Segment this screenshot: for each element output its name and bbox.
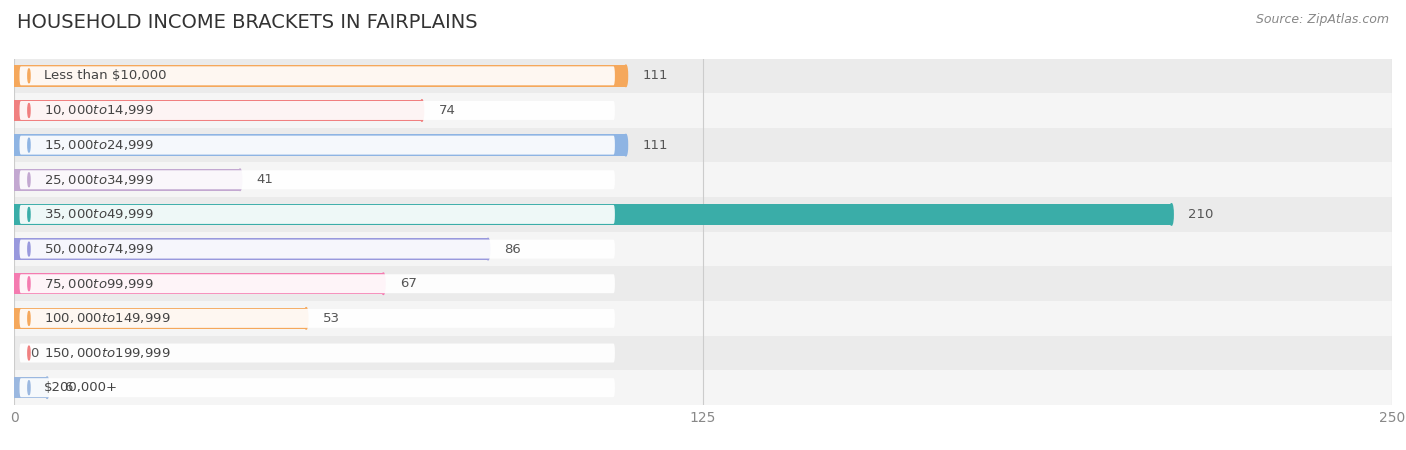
Text: $15,000 to $24,999: $15,000 to $24,999 xyxy=(44,138,153,152)
Text: $150,000 to $199,999: $150,000 to $199,999 xyxy=(44,346,170,360)
Circle shape xyxy=(28,346,30,360)
Text: 86: 86 xyxy=(505,243,522,256)
Bar xyxy=(14,135,626,156)
Text: $200,000+: $200,000+ xyxy=(44,381,118,394)
Bar xyxy=(14,162,1392,197)
Bar xyxy=(14,204,1171,225)
Circle shape xyxy=(28,381,30,395)
Circle shape xyxy=(381,273,385,294)
FancyBboxPatch shape xyxy=(20,239,614,259)
Bar xyxy=(14,58,1392,93)
FancyBboxPatch shape xyxy=(20,309,614,328)
Bar xyxy=(14,370,1392,405)
Text: 6: 6 xyxy=(63,381,72,394)
Bar xyxy=(14,273,384,294)
Circle shape xyxy=(45,377,49,398)
Bar xyxy=(14,197,1392,232)
Text: 53: 53 xyxy=(323,312,340,325)
Text: $75,000 to $99,999: $75,000 to $99,999 xyxy=(44,277,153,291)
FancyBboxPatch shape xyxy=(20,170,614,189)
Text: $50,000 to $74,999: $50,000 to $74,999 xyxy=(44,242,153,256)
Bar xyxy=(14,377,48,398)
Text: 41: 41 xyxy=(256,173,273,186)
Circle shape xyxy=(624,65,627,86)
Circle shape xyxy=(28,104,30,117)
FancyBboxPatch shape xyxy=(20,274,614,293)
Text: 0: 0 xyxy=(31,346,39,360)
Text: 74: 74 xyxy=(439,104,456,117)
Bar xyxy=(14,301,1392,336)
Circle shape xyxy=(1170,204,1173,225)
FancyBboxPatch shape xyxy=(20,135,614,155)
Text: Less than $10,000: Less than $10,000 xyxy=(44,69,166,82)
FancyBboxPatch shape xyxy=(20,343,614,363)
Text: $35,000 to $49,999: $35,000 to $49,999 xyxy=(44,207,153,221)
Bar xyxy=(14,238,488,260)
Bar xyxy=(14,65,626,86)
Circle shape xyxy=(239,169,242,190)
Text: $100,000 to $149,999: $100,000 to $149,999 xyxy=(44,311,170,325)
Circle shape xyxy=(28,311,30,325)
Circle shape xyxy=(624,135,627,156)
Text: Source: ZipAtlas.com: Source: ZipAtlas.com xyxy=(1256,14,1389,27)
Text: HOUSEHOLD INCOME BRACKETS IN FAIRPLAINS: HOUSEHOLD INCOME BRACKETS IN FAIRPLAINS xyxy=(17,14,478,32)
Text: 210: 210 xyxy=(1188,208,1213,221)
Circle shape xyxy=(28,277,30,291)
Text: 67: 67 xyxy=(399,277,416,290)
FancyBboxPatch shape xyxy=(20,66,614,86)
Bar xyxy=(14,169,240,190)
Text: $10,000 to $14,999: $10,000 to $14,999 xyxy=(44,104,153,117)
Circle shape xyxy=(420,100,423,121)
Circle shape xyxy=(28,242,30,256)
Bar xyxy=(14,266,1392,301)
Bar xyxy=(14,100,422,121)
Circle shape xyxy=(28,207,30,221)
Circle shape xyxy=(28,138,30,152)
Text: $25,000 to $34,999: $25,000 to $34,999 xyxy=(44,173,153,187)
Circle shape xyxy=(486,238,489,260)
FancyBboxPatch shape xyxy=(20,205,614,224)
FancyBboxPatch shape xyxy=(20,101,614,120)
Text: 111: 111 xyxy=(643,69,668,82)
FancyBboxPatch shape xyxy=(20,378,614,397)
Bar xyxy=(14,336,1392,370)
Bar xyxy=(14,232,1392,266)
Text: 111: 111 xyxy=(643,139,668,152)
Circle shape xyxy=(28,173,30,187)
Bar xyxy=(14,128,1392,162)
Circle shape xyxy=(305,308,308,329)
Bar xyxy=(14,308,307,329)
Circle shape xyxy=(28,69,30,83)
Bar xyxy=(14,93,1392,128)
